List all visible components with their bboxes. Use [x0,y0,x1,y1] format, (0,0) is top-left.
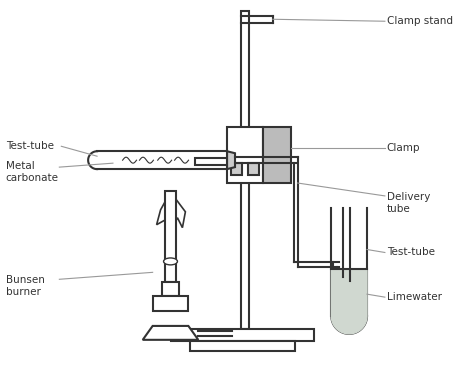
FancyBboxPatch shape [191,341,294,351]
Polygon shape [331,269,367,334]
FancyBboxPatch shape [241,11,249,329]
Polygon shape [156,192,185,230]
FancyBboxPatch shape [162,282,180,296]
FancyBboxPatch shape [263,127,291,183]
Text: Clamp stand: Clamp stand [387,16,453,26]
FancyBboxPatch shape [231,163,242,175]
Text: Delivery
tube: Delivery tube [387,192,430,214]
FancyBboxPatch shape [227,127,263,183]
FancyBboxPatch shape [153,296,188,311]
Text: Metal
carbonate: Metal carbonate [6,161,59,183]
Text: Test-tube: Test-tube [6,141,54,151]
FancyBboxPatch shape [171,329,314,341]
FancyBboxPatch shape [164,191,176,282]
Text: Bunsen
burner: Bunsen burner [6,275,45,297]
Text: Clamp: Clamp [387,143,420,153]
Text: Test-tube: Test-tube [387,248,435,258]
Ellipse shape [164,258,177,265]
Polygon shape [227,151,235,169]
FancyBboxPatch shape [195,158,227,165]
Polygon shape [143,326,198,340]
Polygon shape [165,195,175,210]
Text: Limewater: Limewater [387,292,442,302]
FancyBboxPatch shape [248,163,259,175]
